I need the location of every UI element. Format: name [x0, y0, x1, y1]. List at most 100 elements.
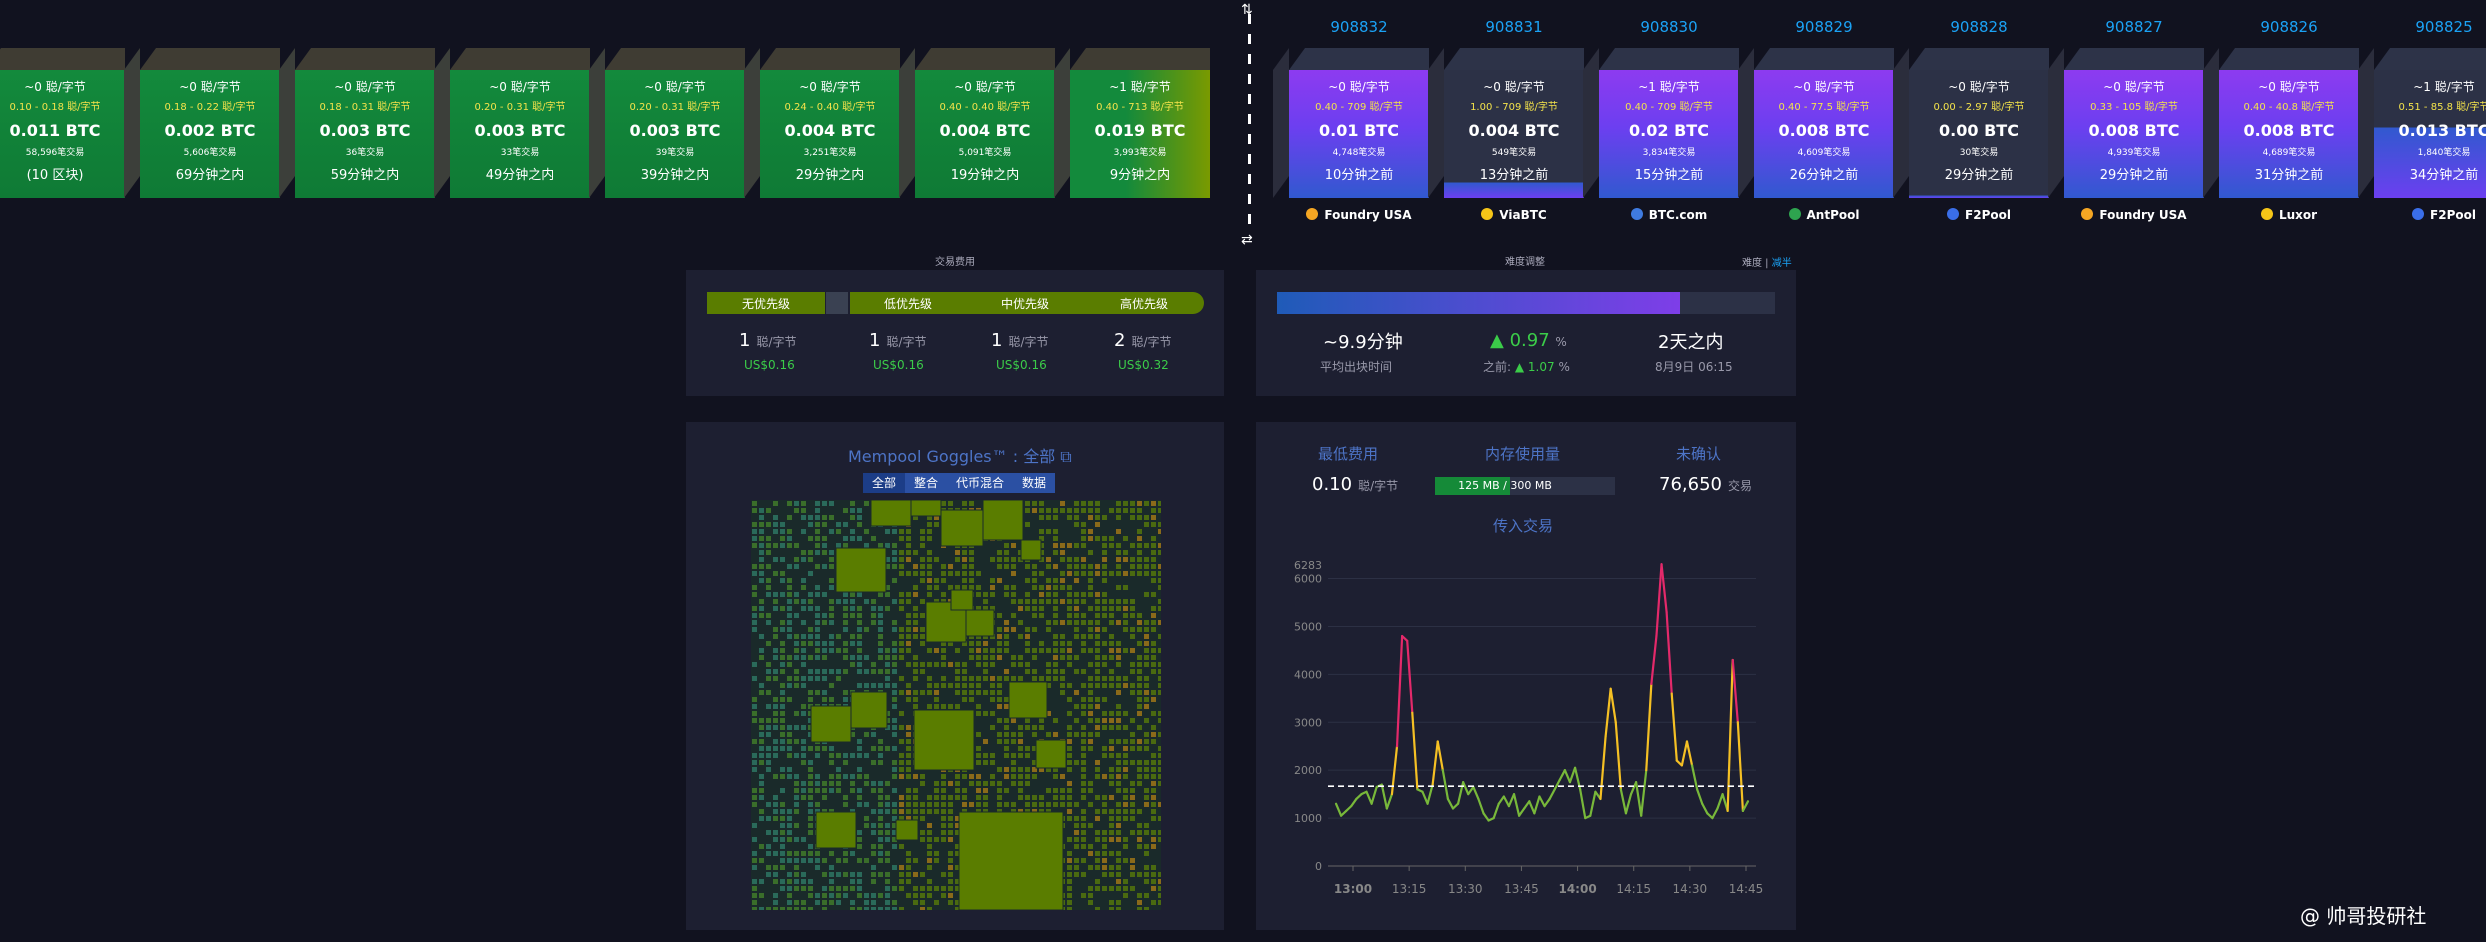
block-height[interactable]: 908828 [1950, 18, 2008, 36]
treemap-tx-cell [780, 641, 785, 646]
treemap-tx-cell [864, 753, 869, 758]
block-height[interactable]: 908826 [2260, 18, 2318, 36]
mempool-treemap[interactable] [751, 500, 1161, 910]
treemap-tx-cell [941, 830, 946, 835]
swap-horizontal-icon[interactable]: ⇄ [1241, 232, 1253, 248]
treemap-tx-cell [1137, 669, 1142, 674]
block-height[interactable]: 908825 [2415, 18, 2473, 36]
mining-pool[interactable]: Luxor [2219, 208, 2359, 222]
block-total-fees: 0.002 BTC [164, 121, 256, 140]
treemap-tx-cell [1053, 585, 1058, 590]
tab-all[interactable]: 全部 [863, 473, 906, 493]
treemap-tx-cell [934, 900, 939, 905]
pool-name: Foundry USA [1324, 208, 1412, 222]
treemap-tx-cell [976, 641, 981, 646]
block-eta: 69分钟之内 [175, 168, 245, 183]
block-height[interactable]: 908830 [1640, 18, 1698, 36]
mined-block[interactable]: ~0 聪/字节 0.00 - 2.97 聪/字节 0.00 BTC 30笔交易 29分钟… [1893, 48, 2049, 198]
projected-block[interactable]: ~1 聪/字节 0.40 - 713 聪/字节 0.019 BTC 3,993笔交易 9… [1054, 48, 1210, 198]
mined-block[interactable]: ~0 聪/字节 0.33 - 105 聪/字节 0.008 BTC 4,939笔交易 2… [2048, 48, 2204, 198]
treemap-tx-cell [801, 676, 806, 681]
treemap-tx-cell [885, 872, 890, 877]
mining-pool[interactable]: AntPool [1754, 208, 1894, 222]
treemap-tx-cell [829, 788, 834, 793]
mining-pool[interactable]: BTC.com [1599, 208, 1739, 222]
difficulty-toggle[interactable]: 难度 | 减半 [1742, 258, 1792, 269]
treemap-tx-cell [1109, 725, 1114, 730]
treemap-tx-cell [766, 816, 771, 821]
treemap-tx-cell [1004, 585, 1009, 590]
treemap-tx-cell [885, 837, 890, 842]
treemap-tx-cell [843, 669, 848, 674]
treemap-tx-cell [787, 872, 792, 877]
treemap-tx-cell [815, 753, 820, 758]
swap-vertical-icon[interactable]: ⇅ [1241, 2, 1253, 18]
series-segment [1528, 800, 1536, 815]
block-height[interactable]: 908831 [1485, 18, 1543, 36]
treemap-tx-cell [899, 550, 904, 555]
mined-block[interactable]: ~1 聪/字节 0.51 - 85.8 聪/字节 0.013 BTC 1,840笔交易… [2358, 48, 2486, 198]
treemap-tx-cell [1039, 501, 1044, 506]
external-link-icon[interactable]: ⧉ [1060, 447, 1072, 466]
treemap-tx-cell [1158, 879, 1161, 884]
treemap-tx-cell [759, 774, 764, 779]
treemap-tx-cell [1095, 760, 1100, 765]
projected-block[interactable]: ~0 聪/字节 0.40 - 0.40 聪/字节 0.004 BTC 5,091笔交易… [899, 48, 1055, 198]
treemap-tx-cell [913, 676, 918, 681]
treemap-tx-cell [920, 599, 925, 604]
goggles-title[interactable]: Mempool Goggles™ : 全部 ⧉ [848, 447, 1072, 466]
mined-block[interactable]: ~0 聪/字节 0.40 - 77.5 聪/字节 0.008 BTC 4,609笔交易… [1738, 48, 1894, 198]
projected-block[interactable]: ~0 聪/字节 0.10 - 0.18 聪/字节 0.011 BTC 58,596笔交… [0, 48, 125, 198]
block-height[interactable]: 908832 [1330, 18, 1388, 36]
treemap-tx-cell [843, 690, 848, 695]
treemap-tx-cell [878, 592, 883, 597]
treemap-tx-cell [1123, 613, 1128, 618]
treemap-tx-cell [1004, 746, 1009, 751]
mining-pool[interactable]: F2Pool [1909, 208, 2049, 222]
treemap-tx-cell [1137, 725, 1142, 730]
tab-data[interactable]: 数据 [1022, 476, 1047, 490]
treemap-tx-cell [1116, 830, 1121, 835]
treemap-tx-cell [1025, 501, 1030, 506]
treemap-tx-cell [1151, 557, 1156, 562]
mined-block[interactable]: ~0 聪/字节 0.40 - 40.8 聪/字节 0.008 BTC 4,689笔交易… [2203, 48, 2359, 198]
treemap-tx-cell [815, 501, 820, 506]
block-tx-count: 3,834笔交易 [1642, 148, 1696, 158]
block-median-fee: ~0 聪/字节 [1483, 80, 1545, 94]
mining-pool[interactable]: F2Pool [2374, 208, 2486, 222]
mined-block[interactable]: ~0 聪/字节 0.40 - 709 聪/字节 0.01 BTC 4,748笔交易 10… [1273, 48, 1429, 198]
projected-block[interactable]: ~0 聪/字节 0.18 - 0.22 聪/字节 0.002 BTC 5,606笔交易… [124, 48, 280, 198]
treemap-tx-cell [780, 830, 785, 835]
mining-pool[interactable]: Foundry USA [2064, 208, 2204, 222]
projected-block[interactable]: ~0 聪/字节 0.20 - 0.31 聪/字节 0.003 BTC 39笔交易 39分… [589, 48, 745, 198]
projected-block[interactable]: ~0 聪/字节 0.18 - 0.31 聪/字节 0.003 BTC 36笔交易 59分… [279, 48, 435, 198]
projected-block[interactable]: ~0 聪/字节 0.24 - 0.40 聪/字节 0.004 BTC 3,251笔交易… [744, 48, 900, 198]
tab-consolidation[interactable]: 整合 [914, 476, 939, 490]
treemap-tx-cell [1088, 501, 1093, 506]
treemap-tx-cell [969, 571, 974, 576]
tab-coinjoin[interactable]: 代币混合 [956, 476, 1005, 490]
treemap-tx-cell [773, 711, 778, 716]
treemap-tx-cell [808, 676, 813, 681]
block-fee-range: 0.10 - 0.18 聪/字节 [9, 102, 101, 113]
treemap-tx-cell [1011, 774, 1016, 779]
block-height[interactable]: 908827 [2105, 18, 2163, 36]
treemap-tx-cell [976, 746, 981, 751]
mining-pool[interactable]: ViaBTC [1444, 208, 1584, 222]
projected-block[interactable]: ~0 聪/字节 0.20 - 0.31 聪/字节 0.003 BTC 33笔交易 49分… [434, 48, 590, 198]
mined-block[interactable]: ~1 聪/字节 0.40 - 709 聪/字节 0.02 BTC 3,834笔交易 15… [1583, 48, 1739, 198]
block-height[interactable]: 908829 [1795, 18, 1853, 36]
mined-block[interactable]: ~0 聪/字节 1.00 - 709 聪/字节 0.004 BTC 549笔交易 13分… [1428, 48, 1584, 198]
mining-pool[interactable]: Foundry USA [1289, 208, 1429, 222]
treemap-tx-cell [857, 774, 862, 779]
halving-link[interactable]: 减半 [1771, 258, 1792, 269]
treemap-tx-cell [1144, 634, 1149, 639]
treemap-tx-cell [1081, 732, 1086, 737]
treemap-tx-cell [752, 571, 757, 576]
treemap-tx-cell [983, 802, 988, 807]
treemap-tx-cell [766, 865, 771, 870]
treemap-tx-cell [948, 816, 953, 821]
series-segment [1579, 788, 1587, 820]
treemap-tx-cell [752, 704, 757, 709]
